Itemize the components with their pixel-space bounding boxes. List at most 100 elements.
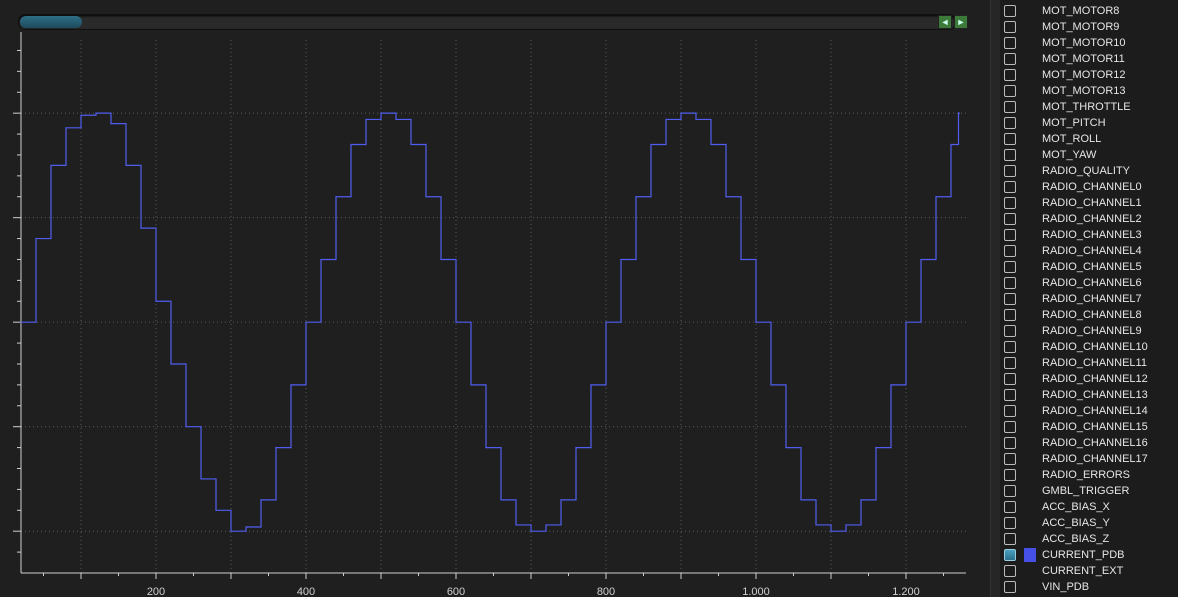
channel-checkbox[interactable]	[1004, 437, 1016, 449]
channel-label: GMBL_TRIGGER	[1042, 485, 1130, 497]
channel-checkbox[interactable]	[1004, 261, 1016, 273]
channel-checkbox[interactable]	[1004, 229, 1016, 241]
channel-row[interactable]: RADIO_CHANNEL6	[1000, 275, 1178, 291]
channel-row[interactable]: MOT_ROLL	[1000, 131, 1178, 147]
scroll-left-button[interactable]: ◄	[938, 15, 952, 29]
data-point	[620, 258, 622, 261]
channel-row[interactable]: RADIO_CHANNEL4	[1000, 243, 1178, 259]
channel-row[interactable]: RADIO_CHANNEL14	[1000, 403, 1178, 419]
data-point	[605, 321, 607, 323]
channel-row[interactable]: RADIO_CHANNEL11	[1000, 355, 1178, 371]
channel-row[interactable]: GMBL_TRIGGER	[1000, 483, 1178, 499]
x-tick-label: 600	[447, 586, 465, 597]
channel-row[interactable]: CURRENT_PDB	[1000, 547, 1178, 563]
channel-checkbox[interactable]	[1004, 373, 1016, 385]
channel-row[interactable]: MOT_MOTOR10	[1000, 35, 1178, 51]
channel-row[interactable]: RADIO_CHANNEL5	[1000, 259, 1178, 275]
data-point	[185, 426, 187, 428]
channel-row[interactable]: RADIO_CHANNEL9	[1000, 323, 1178, 339]
data-point	[35, 237, 37, 240]
data-point	[800, 499, 802, 501]
plot-area[interactable]: 200 400 600 800 1.000 1.200 ◄ ►	[0, 0, 990, 597]
channel-checkbox[interactable]	[1004, 309, 1016, 321]
channel-checkbox[interactable]	[1004, 53, 1016, 65]
channel-checkbox[interactable]	[1004, 501, 1016, 513]
channel-checkbox[interactable]	[1004, 485, 1016, 497]
channel-checkbox[interactable]	[1004, 5, 1016, 17]
channel-row[interactable]: RADIO_CHANNEL15	[1000, 419, 1178, 435]
channel-checkbox[interactable]	[1004, 549, 1016, 561]
data-point	[785, 446, 787, 449]
channel-checkbox[interactable]	[1004, 469, 1016, 481]
channel-checkbox[interactable]	[1004, 277, 1016, 289]
channel-row[interactable]: ACC_BIAS_Z	[1000, 531, 1178, 547]
channel-checkbox[interactable]	[1004, 293, 1016, 305]
channel-row[interactable]: RADIO_CHANNEL3	[1000, 227, 1178, 243]
channel-label: ACC_BIAS_Y	[1042, 517, 1110, 529]
channel-row[interactable]: ACC_BIAS_X	[1000, 499, 1178, 515]
channel-checkbox[interactable]	[1004, 197, 1016, 209]
channel-checkbox[interactable]	[1004, 37, 1016, 49]
channel-checkbox[interactable]	[1004, 533, 1016, 545]
channel-row[interactable]: RADIO_ERRORS	[1000, 467, 1178, 483]
channel-checkbox[interactable]	[1004, 245, 1016, 257]
channel-checkbox[interactable]	[1004, 453, 1016, 465]
channel-checkbox[interactable]	[1004, 117, 1016, 129]
data-point	[260, 499, 262, 501]
channel-checkbox[interactable]	[1004, 565, 1016, 577]
channel-row[interactable]: MOT_MOTOR9	[1000, 19, 1178, 35]
channel-checkbox[interactable]	[1004, 21, 1016, 33]
channel-row[interactable]: MOT_MOTOR12	[1000, 67, 1178, 83]
channel-row[interactable]: RADIO_CHANNEL8	[1000, 307, 1178, 323]
channel-row[interactable]: MOT_MOTOR8	[1000, 3, 1178, 19]
channel-row[interactable]: MOT_PITCH	[1000, 115, 1178, 131]
channel-row[interactable]: RADIO_CHANNEL1	[1000, 195, 1178, 211]
channel-checkbox[interactable]	[1004, 421, 1016, 433]
channel-checkbox[interactable]	[1004, 341, 1016, 353]
channel-checkbox[interactable]	[1004, 165, 1016, 177]
channel-checkbox[interactable]	[1004, 85, 1016, 97]
data-point	[950, 143, 952, 146]
channel-row[interactable]: MOT_MOTOR13	[1000, 83, 1178, 99]
channel-row[interactable]: RADIO_CHANNEL2	[1000, 211, 1178, 227]
channel-checkbox[interactable]	[1004, 101, 1016, 113]
channel-checkbox[interactable]	[1004, 325, 1016, 337]
scrollbar-thumb[interactable]	[20, 16, 82, 28]
channel-checkbox[interactable]	[1004, 581, 1016, 593]
channel-checkbox[interactable]	[1004, 69, 1016, 81]
data-point	[155, 300, 157, 302]
channel-checkbox[interactable]	[1004, 389, 1016, 401]
x-tick-label: 1.200	[892, 586, 920, 597]
data-point	[725, 196, 727, 198]
channel-checkbox[interactable]	[1004, 357, 1016, 369]
channel-row[interactable]: RADIO_QUALITY	[1000, 163, 1178, 179]
line-chart[interactable]: 200 400 600 800 1.000 1.200	[0, 0, 990, 597]
channel-row[interactable]: RADIO_CHANNEL10	[1000, 339, 1178, 355]
time-scrollbar[interactable]	[18, 14, 956, 30]
channel-checkbox[interactable]	[1004, 517, 1016, 529]
channel-row[interactable]: RADIO_CHANNEL13	[1000, 387, 1178, 403]
channel-row[interactable]: RADIO_CHANNEL7	[1000, 291, 1178, 307]
data-point	[290, 384, 292, 386]
channel-row[interactable]: CURRENT_EXT	[1000, 563, 1178, 579]
data-point	[200, 478, 202, 480]
data-point	[710, 143, 712, 146]
channel-row[interactable]: RADIO_CHANNEL0	[1000, 179, 1178, 195]
channel-checkbox[interactable]	[1004, 149, 1016, 161]
channel-row[interactable]: RADIO_CHANNEL17	[1000, 451, 1178, 467]
data-point	[830, 530, 832, 532]
channel-checkbox[interactable]	[1004, 405, 1016, 417]
channel-row[interactable]: VIN_PDB	[1000, 579, 1178, 595]
channel-checkbox[interactable]	[1004, 213, 1016, 225]
channel-row[interactable]: MOT_MOTOR11	[1000, 51, 1178, 67]
channel-row[interactable]: MOT_THROTTLE	[1000, 99, 1178, 115]
channel-row[interactable]: MOT_YAW	[1000, 147, 1178, 163]
channel-row[interactable]: RADIO_CHANNEL16	[1000, 435, 1178, 451]
data-point	[20, 321, 22, 323]
channel-checkbox[interactable]	[1004, 181, 1016, 193]
channel-checkbox[interactable]	[1004, 133, 1016, 145]
channel-row[interactable]: RADIO_CHANNEL12	[1000, 371, 1178, 387]
scroll-right-button[interactable]: ►	[954, 15, 968, 29]
channel-row[interactable]: ACC_BIAS_Y	[1000, 515, 1178, 531]
arrow-right-icon: ►	[956, 17, 966, 27]
